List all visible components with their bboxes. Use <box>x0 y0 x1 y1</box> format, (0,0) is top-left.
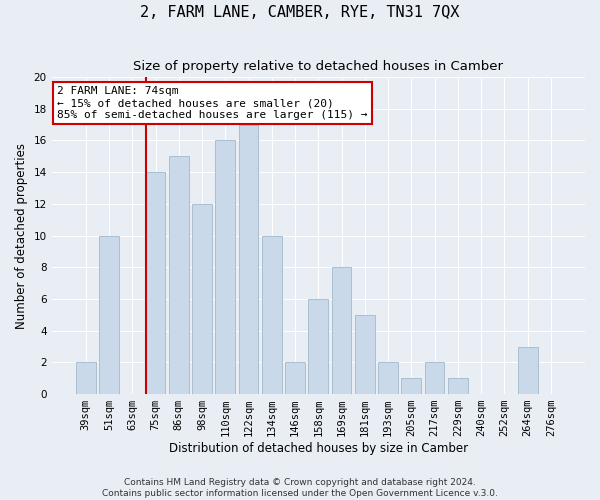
Bar <box>239 124 259 394</box>
Bar <box>262 236 282 394</box>
Text: 2 FARM LANE: 74sqm
← 15% of detached houses are smaller (20)
85% of semi-detache: 2 FARM LANE: 74sqm ← 15% of detached hou… <box>57 86 367 120</box>
Bar <box>355 315 375 394</box>
Bar <box>518 346 538 394</box>
X-axis label: Distribution of detached houses by size in Camber: Distribution of detached houses by size … <box>169 442 468 455</box>
Bar <box>146 172 166 394</box>
Bar <box>285 362 305 394</box>
Bar <box>308 299 328 394</box>
Y-axis label: Number of detached properties: Number of detached properties <box>15 142 28 328</box>
Text: Contains HM Land Registry data © Crown copyright and database right 2024.
Contai: Contains HM Land Registry data © Crown c… <box>102 478 498 498</box>
Bar <box>401 378 421 394</box>
Bar <box>425 362 445 394</box>
Bar <box>76 362 95 394</box>
Bar <box>192 204 212 394</box>
Bar <box>215 140 235 394</box>
Bar <box>448 378 468 394</box>
Bar <box>378 362 398 394</box>
Bar <box>332 267 352 394</box>
Bar <box>99 236 119 394</box>
Title: Size of property relative to detached houses in Camber: Size of property relative to detached ho… <box>133 60 503 73</box>
Bar <box>169 156 188 394</box>
Text: 2, FARM LANE, CAMBER, RYE, TN31 7QX: 2, FARM LANE, CAMBER, RYE, TN31 7QX <box>140 5 460 20</box>
